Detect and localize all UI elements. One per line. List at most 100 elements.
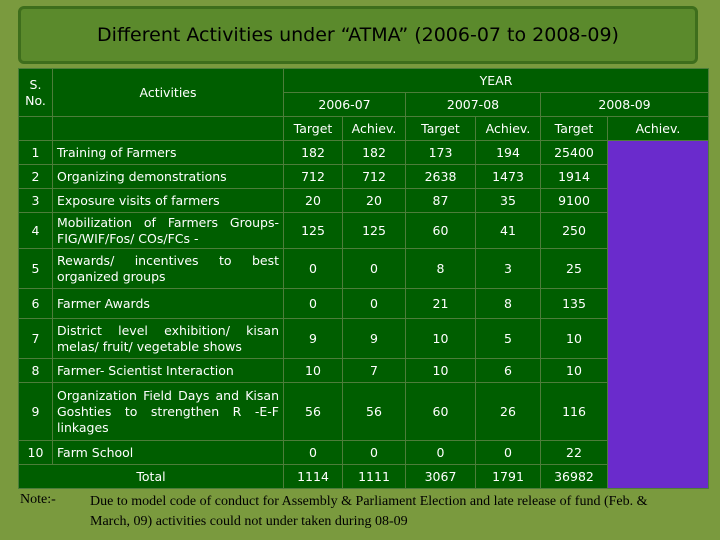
value-cell: 20 xyxy=(283,188,343,213)
note-label: Note:- xyxy=(20,492,56,507)
activity-cell: Farmer Awards xyxy=(52,288,284,319)
value-cell: 87 xyxy=(405,188,476,213)
value-cell: 2638 xyxy=(405,164,476,189)
header-cell: Achiev. xyxy=(475,116,541,141)
header-cell: Target xyxy=(283,116,343,141)
row-number: 2 xyxy=(18,164,53,189)
value-cell: 10 xyxy=(405,318,476,359)
activity-cell: Rewards/ incentives to best organized gr… xyxy=(52,248,284,289)
value-cell: 0 xyxy=(283,440,343,465)
header-cell: Achiev. xyxy=(606,116,710,141)
value-cell: 8 xyxy=(475,288,541,319)
value-cell: 182 xyxy=(342,140,406,165)
table-row: 6 Farmer Awards 0 0 21 8 135 xyxy=(18,288,709,319)
value-cell: 0 xyxy=(342,288,406,319)
slide-title: Different Activities under “ATMA” (2006-… xyxy=(18,6,698,64)
value-cell: 712 xyxy=(283,164,343,189)
table-row: 2 Organizing demonstrations 712 712 2638 1473… xyxy=(18,164,709,189)
value-cell: 250 xyxy=(540,212,608,249)
value-cell: 0 xyxy=(405,440,476,465)
row-number: 9 xyxy=(18,382,53,441)
row-number: 6 xyxy=(18,288,53,319)
value-cell: 60 xyxy=(405,382,476,441)
value-cell: 194 xyxy=(475,140,541,165)
table-row: 9 Organization Field Days and Kisan Gosht… xyxy=(18,382,709,441)
value-cell: 125 xyxy=(342,212,406,249)
value-cell: 0 xyxy=(342,440,406,465)
header-cell: YEAR xyxy=(282,68,710,93)
value-cell: 9 xyxy=(342,318,406,359)
total-value: 1791 xyxy=(475,464,541,489)
value-cell: 1914 xyxy=(540,164,608,189)
value-cell: 9 xyxy=(283,318,343,359)
row-number: 7 xyxy=(18,318,53,359)
activity-cell: Farm School xyxy=(52,440,284,465)
header-cell xyxy=(18,116,53,141)
table-row: Total 1114 1111 3067 1791 36982 xyxy=(18,464,709,489)
value-cell: 1473 xyxy=(475,164,541,189)
value-cell: 56 xyxy=(283,382,343,441)
value-cell: 5 xyxy=(475,318,541,359)
activity-cell: Organizing demonstrations xyxy=(52,164,284,189)
value-cell: 0 xyxy=(475,440,541,465)
row-number: 5 xyxy=(18,248,53,289)
value-cell: 22 xyxy=(540,440,608,465)
table-row: 1 Training of Farmers 182 182 173 194 25400 xyxy=(18,140,710,489)
row-number: 8 xyxy=(18,358,53,383)
value-cell: 125 xyxy=(283,212,343,249)
total-value: 36982 xyxy=(540,464,608,489)
activity-cell: Farmer- Scientist Interaction xyxy=(52,358,284,383)
total-value: 1111 xyxy=(342,464,406,489)
header-cell: 2006-07 xyxy=(283,92,406,117)
value-cell: 3 xyxy=(475,248,541,289)
value-cell: 7 xyxy=(342,358,406,383)
header-cell: Target xyxy=(405,116,476,141)
value-cell: 712 xyxy=(342,164,406,189)
value-cell: 10 xyxy=(540,358,608,383)
value-cell: 25 xyxy=(540,248,608,289)
value-cell: 9100 xyxy=(540,188,608,213)
header-cell: 2008-09 xyxy=(539,92,710,117)
table-row: 3 Exposure visits of farmers 20 20 87 35 9100 xyxy=(18,188,709,213)
table-body: S. No. Activities YEAR 2006-07 2007-08 2008-0… xyxy=(18,68,710,489)
value-cell: 0 xyxy=(283,288,343,319)
header-cell: Achiev. xyxy=(342,116,406,141)
total-value: 1114 xyxy=(283,464,343,489)
value-cell: 41 xyxy=(475,212,541,249)
activity-cell: Mobilization of Farmers Groups- FIG/WIF/… xyxy=(52,212,284,249)
header-cell: Target xyxy=(540,116,608,141)
header-cell: S. No. xyxy=(18,68,53,117)
total-value: 3067 xyxy=(405,464,476,489)
value-cell: 60 xyxy=(405,212,476,249)
value-cell: 26 xyxy=(475,382,541,441)
activities-table: S. No. Activities YEAR 2006-07 2007-08 2008-0… xyxy=(18,68,710,489)
value-cell: 35 xyxy=(475,188,541,213)
row-number: 3 xyxy=(18,188,53,213)
row-number: 1 xyxy=(18,140,53,165)
header-cell xyxy=(52,116,284,141)
value-cell: 0 xyxy=(342,248,406,289)
value-cell: 0 xyxy=(283,248,343,289)
value-cell: 173 xyxy=(405,140,476,165)
value-cell: 10 xyxy=(283,358,343,383)
value-cell: 116 xyxy=(540,382,608,441)
table-row: 8 Farmer- Scientist Interaction 10 7 10 6 10 xyxy=(18,358,709,383)
value-cell: 20 xyxy=(342,188,406,213)
table-row: 5 Rewards/ incentives to best organized g… xyxy=(18,248,709,289)
value-cell: 135 xyxy=(540,288,608,319)
value-cell: 25400 xyxy=(540,140,608,165)
header-cell: 2007-08 xyxy=(405,92,541,117)
activity-cell: Exposure visits of farmers xyxy=(52,188,284,213)
value-cell: 56 xyxy=(342,382,406,441)
empty-cell xyxy=(606,140,710,489)
table-row: Target Achiev. Target Achiev. Target Achiev. xyxy=(18,116,710,141)
activity-cell: Training of Farmers xyxy=(52,140,284,165)
value-cell: 182 xyxy=(283,140,343,165)
activity-cell: District level exhibition/ kisan melas/ … xyxy=(52,318,284,359)
value-cell: 8 xyxy=(405,248,476,289)
table-row: 2006-07 2007-08 2008-09 xyxy=(19,92,710,117)
table-row: S. No. Activities YEAR xyxy=(18,68,710,117)
total-label: Total xyxy=(18,464,284,489)
header-cell: Activities xyxy=(52,68,284,117)
